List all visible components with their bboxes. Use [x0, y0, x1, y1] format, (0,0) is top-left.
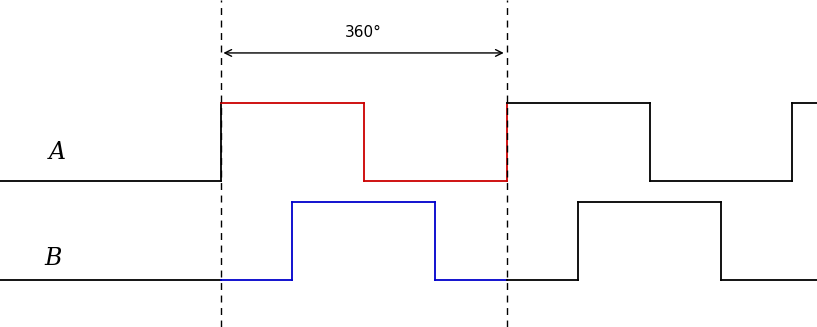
Text: B: B: [44, 247, 62, 270]
Text: 360°: 360°: [345, 26, 382, 41]
Text: A: A: [49, 141, 65, 164]
